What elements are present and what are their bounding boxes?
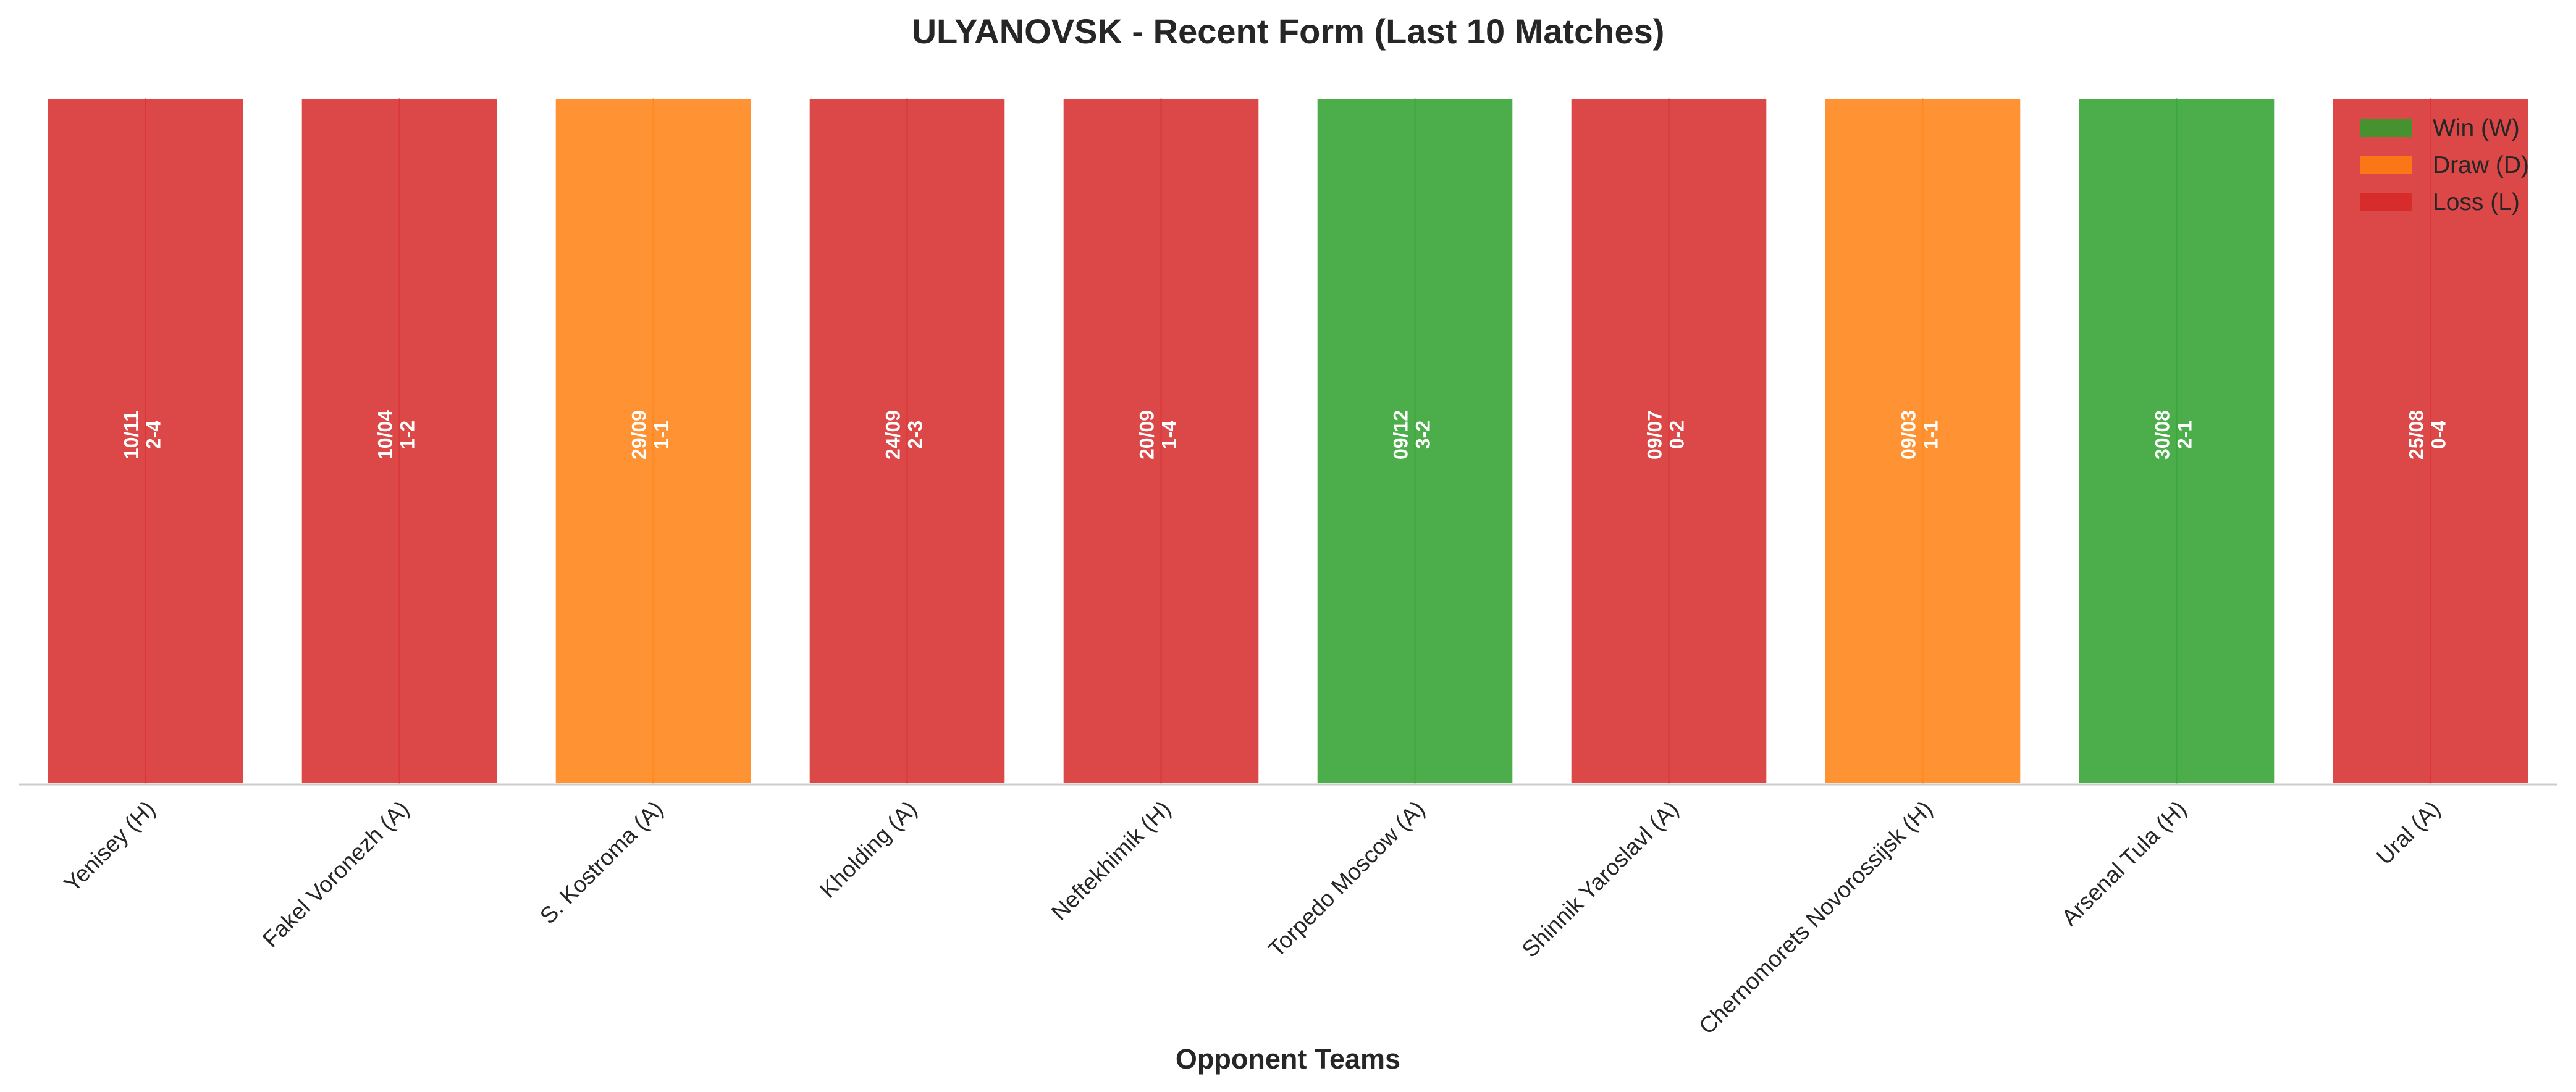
- bars-group: 10/112-4 10/041-2 29/091-1 24/092-3 20/091-4…: [44, 96, 2532, 786]
- bar-date: 10/04: [374, 410, 397, 460]
- x-tick-label: Neftekhimik (H): [1046, 796, 1176, 925]
- bar-date: 09/07: [1644, 410, 1666, 460]
- legend-swatch-d: [2360, 156, 2412, 174]
- legend-label: Draw (D): [2433, 152, 2529, 178]
- bar-date: 20/09: [1136, 410, 1158, 460]
- bar-label: 30/082-1: [2152, 410, 2196, 460]
- bar-label: 09/123-2: [1390, 410, 1434, 460]
- bar-score: 0-2: [1666, 421, 1688, 449]
- bar-label: 24/092-3: [882, 410, 927, 460]
- bar-label: 09/070-2: [1644, 410, 1688, 460]
- bar-date: 25/08: [2406, 410, 2428, 460]
- bar-date: 30/08: [2152, 410, 2174, 460]
- x-tick-label: Arsenal Tula (H): [2056, 796, 2191, 931]
- bar-date: 10/11: [120, 411, 143, 459]
- x-tick-label: Shinnik Yaroslavl (A): [1517, 796, 1683, 962]
- legend-swatch-l: [2360, 193, 2412, 211]
- bar-label: 20/091-4: [1136, 410, 1181, 460]
- x-tick-label: Chernomorets Novorossijsk (H): [1694, 796, 1937, 1040]
- x-axis-label: Opponent Teams: [1176, 1043, 1400, 1075]
- bar-score: 1-1: [1920, 421, 1942, 449]
- bar-score: 0-4: [2428, 421, 2450, 449]
- bar-score: 2-1: [2174, 421, 2196, 449]
- x-tick-label: Yenisey (H): [59, 796, 160, 897]
- legend-label: Loss (L): [2433, 189, 2520, 216]
- bar-score: 1-2: [397, 421, 419, 449]
- legend: Win (W) Draw (D) Loss (L): [2360, 115, 2529, 216]
- bar-label: 09/031-1: [1898, 410, 1942, 460]
- x-tick-label: Kholding (A): [815, 796, 922, 903]
- x-tick-label: Fakel Voronezh (A): [258, 796, 414, 952]
- bar-score: 1-4: [1158, 421, 1181, 449]
- bar-date: 09/03: [1898, 410, 1920, 460]
- legend-swatch-w: [2360, 119, 2412, 137]
- x-tick-label: Ural (A): [2372, 796, 2445, 870]
- bar-score: 2-4: [143, 421, 165, 449]
- bar-score: 1-1: [650, 421, 673, 449]
- legend-label: Win (W): [2433, 115, 2520, 141]
- x-tick-labels: Yenisey (H) Fakel Voronezh (A) S. Kostroma…: [59, 796, 2445, 1040]
- bar-label: 25/080-4: [2406, 410, 2450, 460]
- x-tick-label: S. Kostroma (A): [535, 796, 668, 929]
- bar-score: 3-2: [1412, 421, 1434, 449]
- bar-date: 29/09: [628, 410, 650, 460]
- x-tick-label: Torpedo Moscow (A): [1263, 796, 1429, 962]
- bar-date: 09/12: [1390, 410, 1412, 460]
- bar-label: 10/112-4: [120, 411, 165, 459]
- bar-label: 10/041-2: [374, 410, 419, 460]
- bar-date: 24/09: [882, 410, 904, 460]
- chart-title: ULYANOVSK - Recent Form (Last 10 Matches…: [912, 12, 1665, 51]
- bar-label: 29/091-1: [628, 410, 673, 460]
- bar-score: 2-3: [904, 421, 927, 449]
